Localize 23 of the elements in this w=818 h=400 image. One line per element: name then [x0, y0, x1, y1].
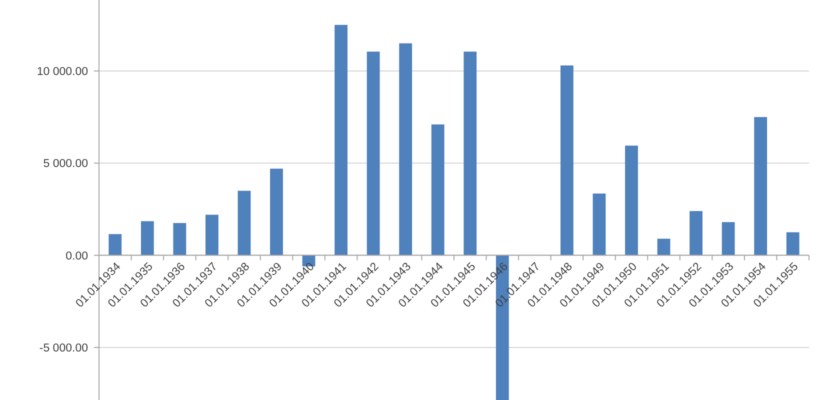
bar	[173, 223, 186, 256]
bar	[722, 222, 735, 256]
y-tick-label: 0.00	[66, 250, 88, 262]
bar	[754, 117, 768, 256]
bar	[464, 52, 477, 256]
y-tick-label: 10 000.00	[36, 66, 88, 78]
bar	[238, 190, 251, 256]
bar	[690, 211, 702, 256]
bar	[592, 194, 606, 256]
bar	[366, 52, 380, 256]
bar	[431, 124, 444, 256]
y-tick-label: 5 000.00	[43, 158, 88, 170]
bar	[560, 65, 574, 256]
bar	[108, 234, 122, 256]
bar	[206, 214, 218, 256]
bar	[625, 146, 638, 256]
bar	[786, 232, 800, 256]
bar	[399, 43, 412, 256]
bar	[334, 24, 348, 256]
bar	[270, 168, 283, 256]
bar	[657, 238, 670, 256]
y-tick-label: -5 000.00	[39, 342, 88, 354]
bar	[140, 221, 154, 256]
